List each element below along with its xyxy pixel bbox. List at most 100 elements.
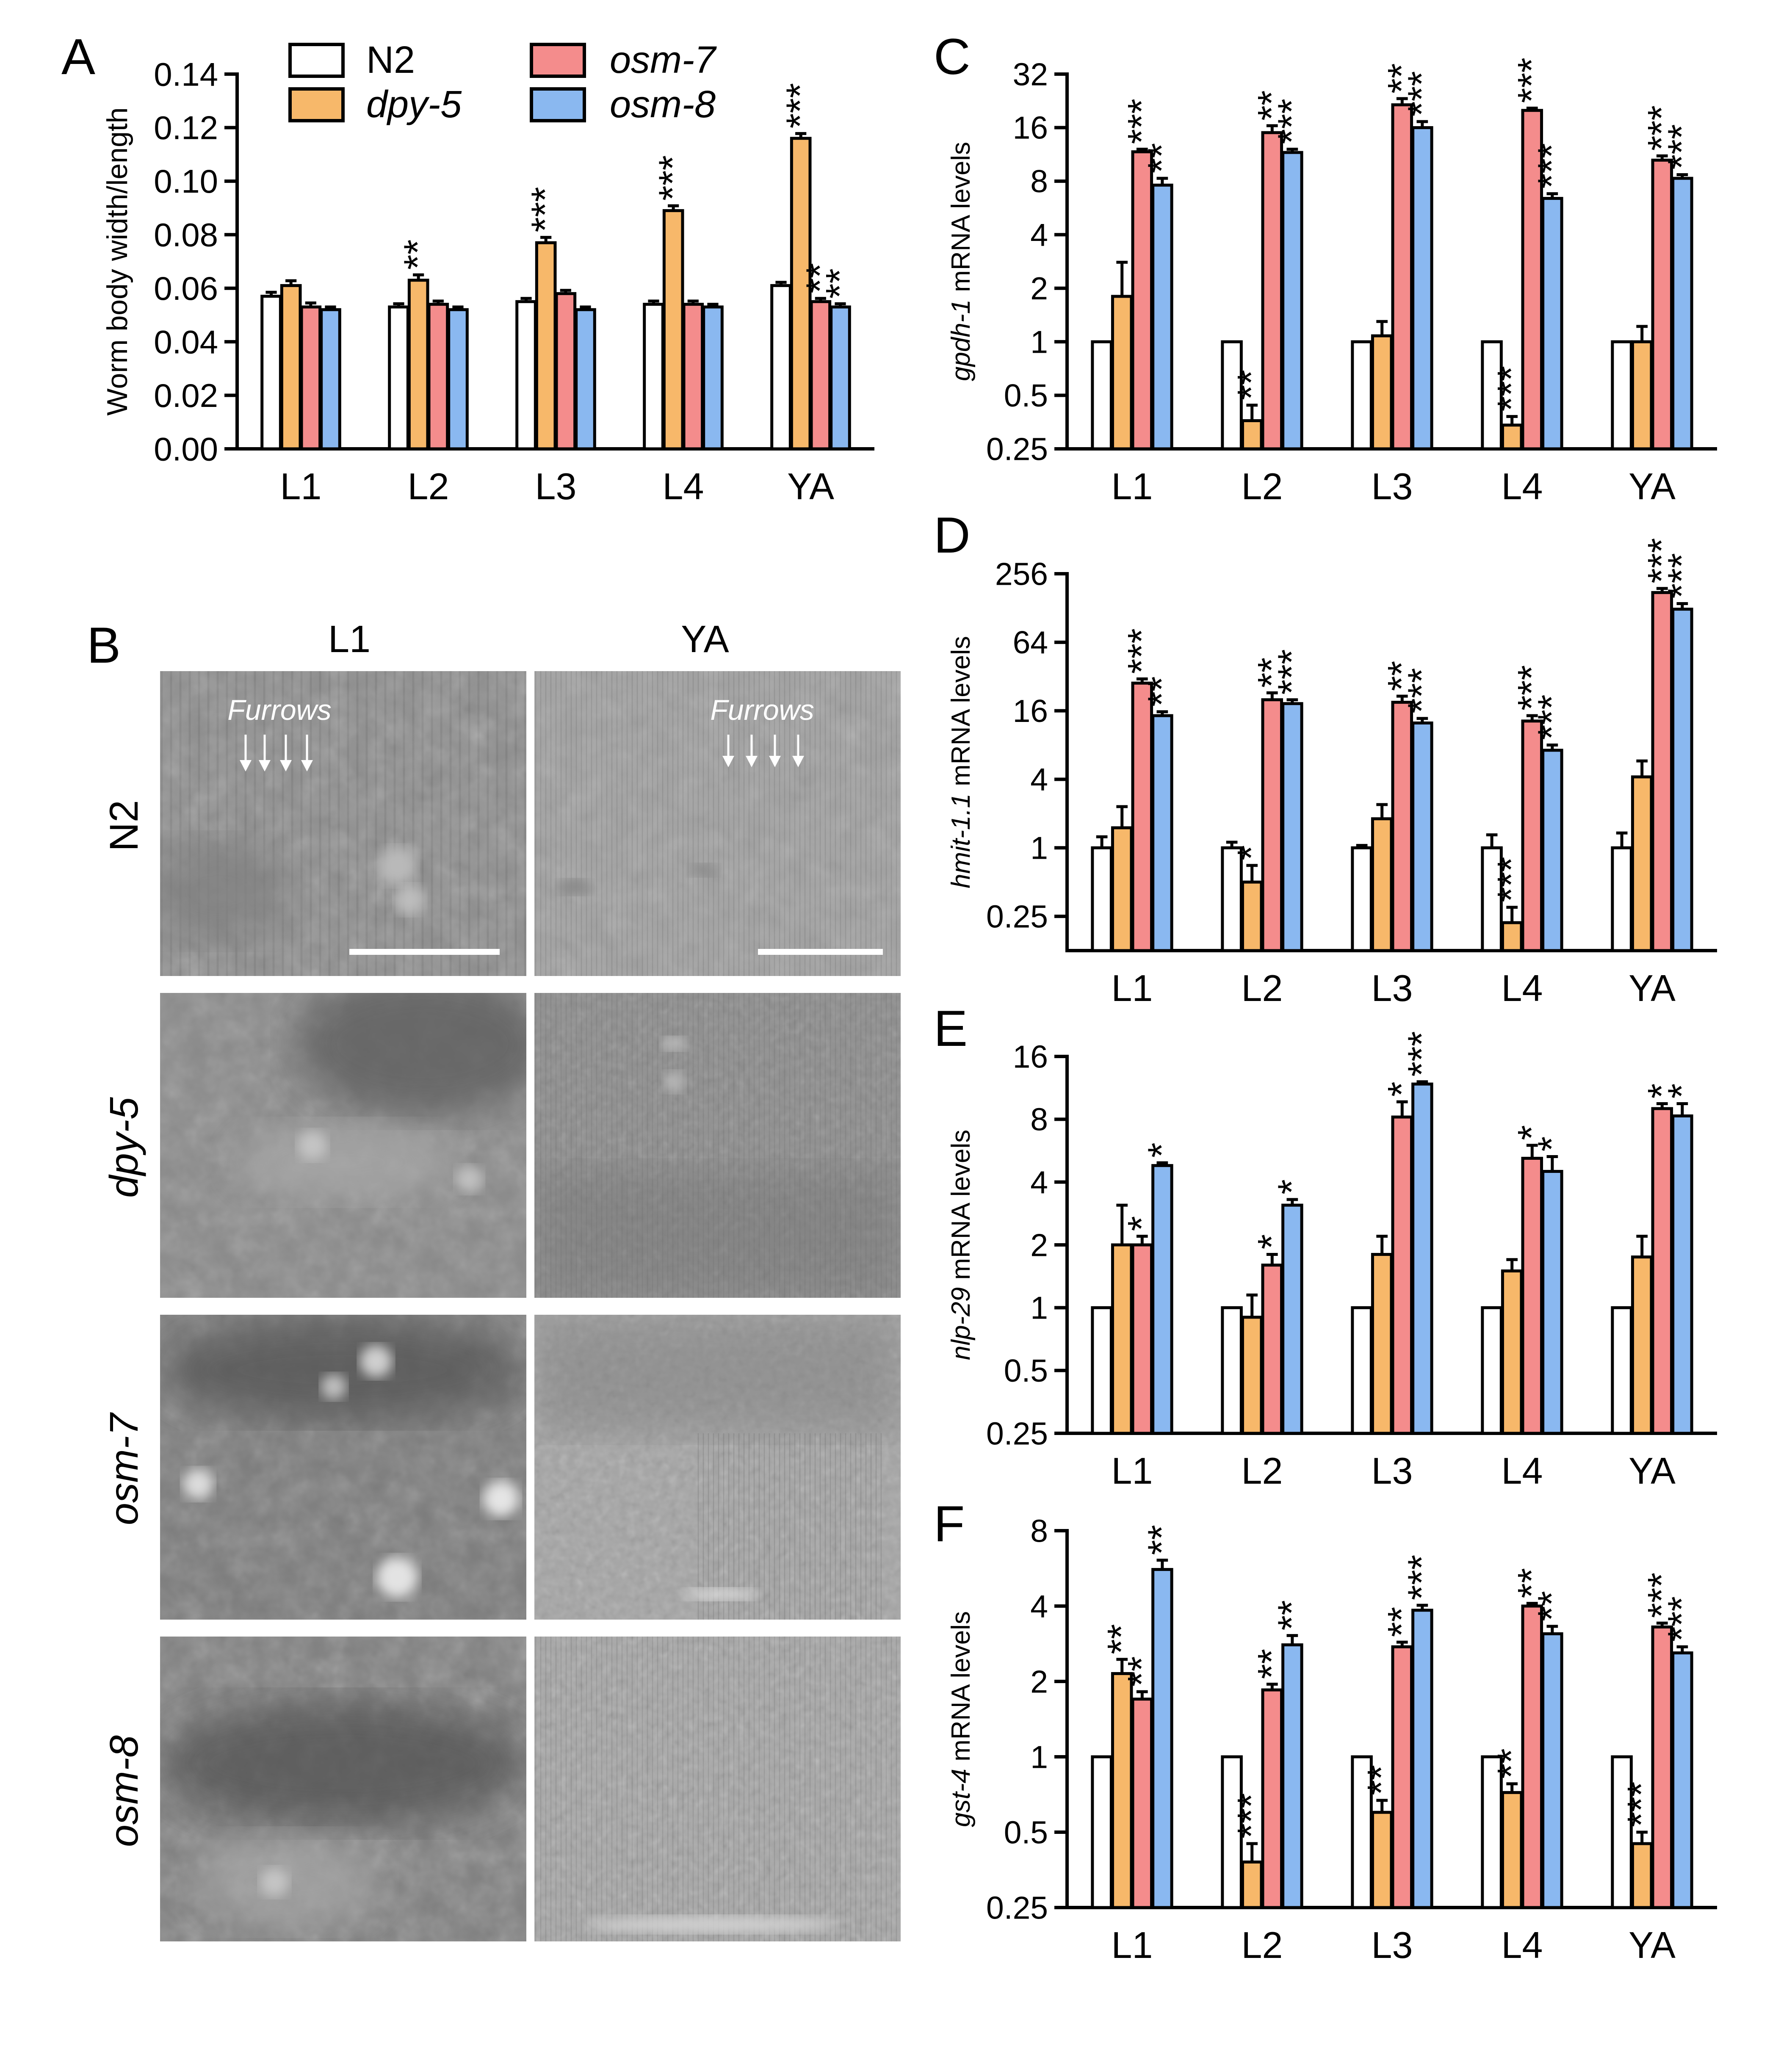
bar-N2	[1351, 340, 1373, 451]
bar-N2	[1351, 1306, 1373, 1435]
significance-label: *	[1640, 1084, 1683, 1099]
bar-N2	[260, 295, 282, 451]
bar-osm-7	[1131, 1698, 1153, 1909]
x-tick-label: L2	[1242, 1924, 1283, 1966]
panel-label-e: E	[934, 1000, 968, 1057]
bar-dpy-5	[1501, 423, 1523, 451]
bar-osm-7	[1261, 131, 1283, 451]
significance-label: ***	[1530, 143, 1574, 188]
micrograph-n2-l1	[160, 671, 526, 976]
bar-N2	[1091, 340, 1113, 451]
bar-dpy-5	[1501, 921, 1523, 952]
legend-label-dpy-5: dpy-5	[366, 83, 462, 126]
significance-label: ***	[1510, 58, 1553, 103]
significance-label: ***	[1660, 124, 1704, 169]
significance-label: ***	[1120, 99, 1163, 144]
y-tick-label: 1	[1030, 1739, 1048, 1775]
y-tick-label: 64	[1013, 625, 1048, 660]
significance-label: *	[1530, 1136, 1574, 1152]
bar-osm-8	[1411, 126, 1433, 451]
x-tick-label: L3	[1372, 967, 1413, 1009]
significance-label: ***	[1530, 694, 1574, 740]
y-tick-label: 32	[1013, 56, 1048, 92]
y-tick-label: 2	[1030, 1664, 1048, 1699]
bar-dpy-5	[1111, 295, 1133, 451]
y-tick-label: 0.25	[986, 1890, 1048, 1925]
legend-swatch-osm-8	[530, 87, 586, 122]
legend-swatch-osm-7	[530, 43, 586, 78]
x-tick-label: L1	[1112, 967, 1153, 1009]
panel-label-c: C	[934, 28, 971, 85]
y-tick-label: 16	[1013, 110, 1048, 146]
bar-dpy-5	[535, 241, 557, 451]
bar-osm-7	[1521, 719, 1543, 952]
chart-body-width: 0.00 0.02 0.04 0.06 0.08 0.10 0.12 0.14 Worm bod…	[101, 55, 874, 507]
y-tick-label: 0.5	[1004, 1353, 1048, 1388]
bar-N2	[1481, 1755, 1503, 1909]
significance-label: **	[1380, 63, 1423, 94]
y-tick-label: 0.12	[154, 109, 218, 147]
bar-dpy-5	[1111, 1672, 1133, 1909]
micrograph-column-label-ya: YA	[681, 618, 729, 661]
y-tick-label: 16	[1013, 693, 1048, 729]
bar-osm-8	[1541, 1170, 1563, 1435]
bar-dpy-5	[1631, 775, 1653, 952]
legend: N2 dpy-5 osm-7 osm-8	[288, 39, 717, 126]
y-tick-label: 2	[1030, 1227, 1048, 1263]
bar-osm-8	[320, 308, 341, 451]
bar-osm-7	[1651, 591, 1673, 952]
bar-dpy-5	[1371, 817, 1393, 952]
furrows-annotation-ya: Furrows	[710, 694, 814, 726]
bar-osm-8	[1281, 151, 1303, 451]
x-tick-label: L2	[1242, 1450, 1283, 1492]
bar-osm-8	[1411, 1609, 1433, 1909]
bar-osm-8	[1671, 1651, 1693, 1909]
y-axis-label: nlp-29 mRNA levels	[946, 1130, 976, 1360]
significance-label: ***	[1640, 538, 1683, 583]
bar-osm-7	[1391, 103, 1413, 451]
x-tick-label: YA	[1629, 465, 1676, 507]
bar-N2	[1091, 1306, 1113, 1435]
bar-dpy-5	[1371, 334, 1393, 451]
y-tick-label: 0.02	[154, 377, 218, 414]
bar-osm-8	[830, 305, 851, 451]
bar-osm-8	[1411, 721, 1433, 952]
bar-osm-8	[447, 308, 469, 451]
micrograph-row-label-n2: N2	[102, 800, 147, 851]
y-tick-label: 0.5	[1004, 378, 1048, 413]
significance-label: **	[1140, 143, 1184, 174]
y-tick-label: 4	[1030, 1588, 1048, 1624]
significance-label: **	[1140, 1525, 1184, 1555]
bar-osm-7	[1131, 150, 1153, 451]
bar-dpy-5	[1371, 1811, 1393, 1909]
y-tick-label: 1	[1030, 324, 1048, 359]
bar-osm-8	[1411, 1082, 1433, 1435]
bar-dpy-5	[1241, 1316, 1263, 1435]
x-tick-label: L3	[1372, 1924, 1413, 1966]
bar-dpy-5	[1501, 1791, 1523, 1909]
significance-label: ***	[1640, 105, 1683, 151]
micrograph-n2-ya	[534, 671, 901, 976]
significance-label: **	[1530, 1591, 1574, 1621]
significance-label: ***	[1660, 1596, 1704, 1642]
bar-osm-7	[427, 303, 449, 451]
bar-osm-7	[1261, 698, 1283, 952]
bar-osm-7	[682, 303, 704, 451]
x-tick-label: L2	[1242, 967, 1283, 1009]
y-tick-label: 0.08	[154, 216, 218, 254]
significance-label: **	[1380, 661, 1423, 691]
y-tick-label: 8	[1030, 1513, 1048, 1548]
bar-osm-7	[1261, 1264, 1283, 1435]
y-tick-label: 0.14	[154, 55, 218, 93]
significance-label: ***	[1120, 628, 1163, 674]
x-tick-label: L1	[1112, 465, 1153, 507]
legend-label-osm-8: osm-8	[610, 83, 716, 126]
bar-osm-8	[1151, 714, 1173, 952]
significance-label: *	[1270, 1179, 1314, 1194]
x-tick-label: L1	[1112, 1924, 1153, 1966]
bar-osm-7	[1131, 681, 1153, 952]
y-tick-label: 0.06	[154, 270, 218, 307]
bar-osm-7	[810, 300, 832, 451]
